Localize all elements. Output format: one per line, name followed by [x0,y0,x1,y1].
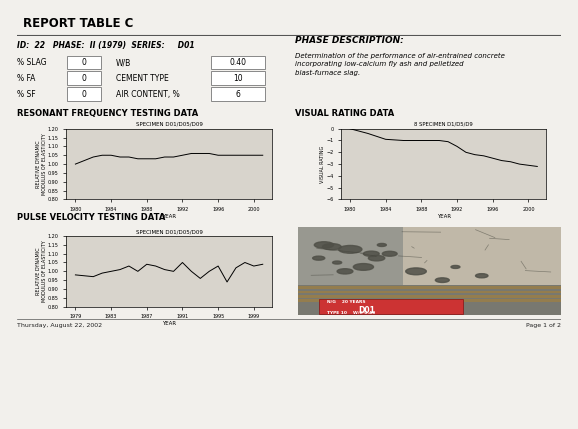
FancyBboxPatch shape [212,71,265,85]
Text: N/G    20 YEARS: N/G 20 YEARS [327,300,365,304]
Title: SPECIMEN D01/D05/D09: SPECIMEN D01/D05/D09 [136,122,202,127]
Bar [298,295,561,298]
Text: 10: 10 [233,74,243,83]
Circle shape [332,261,342,264]
Y-axis label: RELATIVE DYNAMIC
MODULUS OF ELASTICITY: RELATIVE DYNAMIC MODULUS OF ELASTICITY [36,133,47,195]
Circle shape [368,255,385,261]
Bar [298,284,561,315]
Text: 0: 0 [81,58,86,67]
Text: W/B: W/B [116,58,131,67]
Circle shape [451,266,460,269]
Bar [298,291,561,293]
Text: 0: 0 [81,74,86,83]
Circle shape [435,278,449,282]
FancyBboxPatch shape [66,71,101,85]
X-axis label: YEAR: YEAR [162,214,176,218]
Text: Thursday, August 22, 2002: Thursday, August 22, 2002 [17,323,102,329]
Circle shape [337,269,353,274]
Title: SPECIMEN D01/D05/D09: SPECIMEN D01/D05/D09 [136,229,202,234]
Text: PULSE VELOCITY TESTING DATA: PULSE VELOCITY TESTING DATA [17,213,166,222]
Bar [403,227,561,284]
Bar [298,299,561,302]
Circle shape [353,263,373,270]
Circle shape [314,242,334,248]
Text: VISUAL RATING DATA: VISUAL RATING DATA [295,109,394,118]
Text: % SLAG: % SLAG [17,58,47,67]
Circle shape [406,268,427,275]
FancyBboxPatch shape [212,56,265,69]
Circle shape [339,245,362,253]
Text: % SF: % SF [17,90,36,99]
Y-axis label: RELATIVE DYNAMIC
MODULUS OF ELASTICITY: RELATIVE DYNAMIC MODULUS OF ELASTICITY [36,241,47,302]
Title: 8 SPECIMEN D1/D5/D9: 8 SPECIMEN D1/D5/D9 [414,122,473,127]
Text: ID:  22   PHASE:  II (1979)  SERIES:     D01: ID: 22 PHASE: II (1979) SERIES: D01 [17,41,195,49]
Bar [298,227,403,284]
Text: % FA: % FA [17,74,36,83]
Text: 0: 0 [81,90,86,99]
Text: Page 1 of 2: Page 1 of 2 [525,323,561,329]
Circle shape [382,251,397,256]
Text: 6: 6 [236,90,240,99]
FancyBboxPatch shape [66,56,101,69]
Circle shape [377,243,386,247]
Text: D01: D01 [358,305,375,314]
Text: AIR CONTENT, %: AIR CONTENT, % [116,90,179,99]
Circle shape [313,256,325,260]
Bar [318,299,464,314]
FancyBboxPatch shape [66,87,101,101]
Text: TYPE 10    W/C 0.40: TYPE 10 W/C 0.40 [327,311,375,315]
Bar [298,286,561,289]
Text: PHASE DESCRIPTION:: PHASE DESCRIPTION: [295,36,403,45]
X-axis label: YEAR: YEAR [162,321,176,326]
Circle shape [476,274,488,278]
Y-axis label: VISUAL RATING: VISUAL RATING [320,145,325,183]
Circle shape [323,244,341,250]
Text: CEMENT TYPE: CEMENT TYPE [116,74,168,83]
Circle shape [364,251,379,257]
FancyBboxPatch shape [212,87,265,101]
Text: REPORT TABLE C: REPORT TABLE C [23,17,133,30]
Text: 0.40: 0.40 [229,58,247,67]
X-axis label: YEAR: YEAR [436,214,451,218]
Text: RESONANT FREQUENCY TESTING DATA: RESONANT FREQUENCY TESTING DATA [17,109,199,118]
Text: Determination of the performance of air-entrained concrete
incorporating low-cal: Determination of the performance of air-… [295,53,505,76]
